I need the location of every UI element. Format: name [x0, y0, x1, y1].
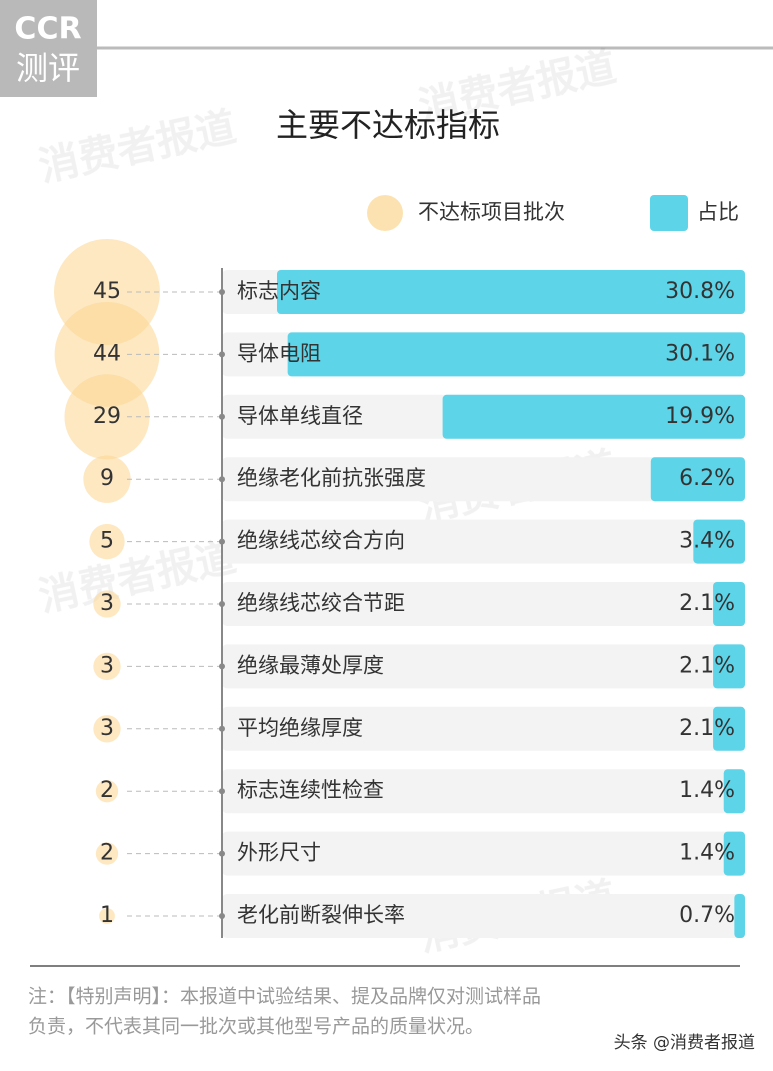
bubble-label: 2 — [100, 841, 114, 866]
bar-track — [222, 457, 745, 502]
bar — [734, 894, 745, 938]
legend-label: 不达标项目批次 — [418, 200, 565, 224]
value-label: 3.4% — [679, 529, 735, 554]
bubble-label: 3 — [100, 653, 114, 678]
watermarks: 消费者报道 消费者报道 消费者报道 消费者报道 消费者报道 — [35, 44, 620, 961]
bar — [713, 644, 745, 689]
category-label: 外形尺寸 — [237, 841, 321, 865]
bar — [287, 332, 745, 377]
bar-track — [222, 706, 745, 751]
bubble-label: 1 — [100, 903, 114, 928]
bar-track — [222, 644, 745, 689]
bar — [650, 457, 745, 502]
bubble-label: 3 — [100, 591, 114, 616]
legend-swatch — [650, 195, 688, 231]
watermark: 消费者报道 — [35, 104, 240, 191]
category-label: 绝缘最薄处厚度 — [237, 653, 384, 677]
bubble-label: 5 — [100, 529, 114, 554]
bar-rows: 标志内容 30.8% 导体电阻 30.1% 导体单线直径 19.9% 绝缘老化前抗张强度 6.… — [127, 270, 745, 938]
category-label: 老化前断裂伸长率 — [237, 903, 405, 927]
category-label: 标志连续性检查 — [237, 778, 384, 802]
bubble-label: 44 — [93, 341, 121, 366]
value-label: 19.9% — [665, 404, 735, 429]
category-label: 绝缘线芯绞合节距 — [237, 591, 405, 615]
bar — [723, 831, 745, 876]
legend-label: 占比 — [697, 200, 739, 224]
legend-swatch — [367, 195, 403, 231]
bubble — [93, 715, 121, 743]
category-label: 绝缘线芯绞合方向 — [237, 529, 405, 553]
note-line: 负责，不代表其同一批次或其他型号产品的质量状况。 — [28, 1016, 484, 1038]
bubble — [64, 374, 150, 460]
category-label: 标志内容 — [237, 279, 321, 303]
bubble-label: 2 — [100, 778, 114, 803]
value-label: 0.7% — [679, 903, 735, 928]
watermark: 消费者报道 — [35, 534, 240, 621]
chart-title: 主要不达标指标 — [276, 106, 500, 144]
bubble — [99, 908, 115, 924]
bar — [693, 519, 745, 564]
bar — [713, 706, 745, 751]
bubble-label: 45 — [93, 279, 121, 304]
value-label: 6.2% — [679, 466, 735, 491]
bar-track — [222, 582, 745, 626]
bubbles — [54, 239, 160, 924]
value-label: 2.1% — [679, 653, 735, 678]
bar — [723, 769, 745, 814]
bubble-label: 29 — [93, 404, 121, 429]
bubble — [93, 652, 121, 681]
value-label: 1.4% — [679, 778, 735, 803]
bubble-label: 3 — [100, 716, 114, 741]
source: 头条 @消费者报道 — [614, 1033, 755, 1053]
bubble — [89, 523, 125, 560]
logo-top: CCR — [14, 12, 81, 47]
logo-box — [0, 0, 97, 97]
bubble-label: 9 — [100, 466, 114, 491]
bubble — [83, 455, 131, 503]
bubble — [95, 780, 119, 803]
category-label: 绝缘老化前抗张强度 — [237, 466, 426, 490]
bar-track — [222, 894, 745, 938]
value-label: 2.1% — [679, 716, 735, 741]
note-line: 注：【特别声明】：本报道中试验结果、提及品牌仅对测试样品 — [28, 986, 541, 1008]
bubble — [54, 301, 160, 407]
bar-track — [222, 769, 745, 814]
category-label: 导体电阻 — [237, 341, 321, 365]
category-label: 平均绝缘厚度 — [237, 716, 363, 740]
bar-track — [222, 831, 745, 876]
value-label: 30.8% — [665, 279, 735, 304]
bar-track — [222, 519, 745, 564]
bubble — [95, 842, 119, 865]
value-label: 2.1% — [679, 591, 735, 616]
bar — [277, 270, 745, 314]
logo-bottom: 测评 — [16, 49, 80, 87]
bubble — [93, 590, 121, 618]
bar — [442, 394, 745, 439]
category-label: 导体单线直径 — [237, 404, 363, 428]
bar — [713, 582, 745, 626]
value-label: 1.4% — [679, 841, 735, 866]
value-label: 30.1% — [665, 341, 735, 366]
